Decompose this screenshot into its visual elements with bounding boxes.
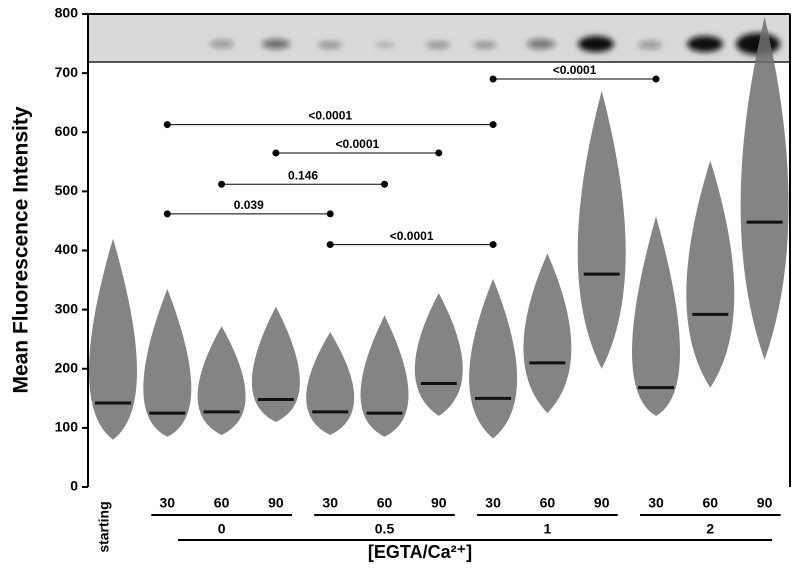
x-tick-label: 90 (757, 495, 773, 511)
y-tick-label: 500 (55, 182, 79, 198)
y-tick-label: 700 (55, 64, 79, 80)
bracket-end (489, 75, 497, 83)
bracket-end (163, 210, 171, 218)
bracket-end (163, 121, 171, 129)
bracket-end (326, 241, 334, 249)
p-value-label: <0.0001 (308, 109, 352, 123)
bracket-end (218, 180, 226, 188)
swarm (306, 332, 355, 435)
swarm (686, 160, 735, 388)
group-label: 1 (544, 521, 552, 537)
p-value-label: 0.146 (288, 168, 318, 182)
bracket-end (489, 241, 497, 249)
bracket-end (272, 149, 280, 157)
swarm (251, 306, 300, 422)
swarm (197, 326, 246, 435)
swarm (143, 288, 192, 437)
y-axis-title: Mean Fluorescence Intensity (10, 106, 33, 393)
x-axis-title: [EGTA/Ca²⁺] (368, 542, 472, 562)
x-tick-label: 60 (703, 495, 719, 511)
x-tick-label: 60 (214, 495, 230, 511)
y-tick-label: 0 (70, 478, 78, 494)
swarm (89, 238, 137, 440)
swarm (360, 315, 409, 437)
y-tick-label: 600 (55, 123, 79, 139)
group-label: 0 (218, 521, 226, 537)
x-tick-label: 30 (648, 495, 664, 511)
x-tick-label: 30 (485, 495, 501, 511)
group-label: 2 (706, 521, 714, 537)
y-tick-label: 100 (55, 419, 79, 435)
bracket-end (381, 180, 388, 188)
x-tick-label: 60 (377, 495, 393, 511)
swarm (632, 216, 680, 417)
bracket-end (652, 75, 660, 83)
p-value-label: <0.0001 (335, 137, 379, 151)
p-value-label: 0.039 (234, 198, 264, 212)
group-label: 0.5 (375, 521, 395, 537)
swarm (740, 16, 789, 360)
y-tick-label: 800 (55, 5, 79, 21)
y-tick-label: 200 (55, 359, 79, 375)
x-tick-label: 30 (322, 495, 338, 511)
bracket-end (435, 149, 443, 157)
bracket-end (489, 121, 497, 129)
x-tick-label: 30 (160, 495, 176, 511)
x-tick-label: 60 (540, 495, 556, 511)
p-value-label: <0.0001 (390, 229, 434, 243)
swarm (469, 278, 518, 439)
swarm (523, 253, 572, 414)
y-tick-label: 400 (55, 241, 79, 257)
swarm (577, 90, 626, 369)
x-tick-label: 90 (268, 495, 284, 511)
bracket-end (326, 210, 334, 218)
p-value-label: <0.0001 (553, 63, 597, 77)
x-tick-label: 90 (431, 495, 447, 511)
gel-image (87, 13, 791, 63)
swarm (414, 293, 463, 417)
y-tick-label: 300 (55, 300, 79, 316)
x-tick-label: starting (96, 501, 112, 552)
x-tick-label: 90 (594, 495, 610, 511)
